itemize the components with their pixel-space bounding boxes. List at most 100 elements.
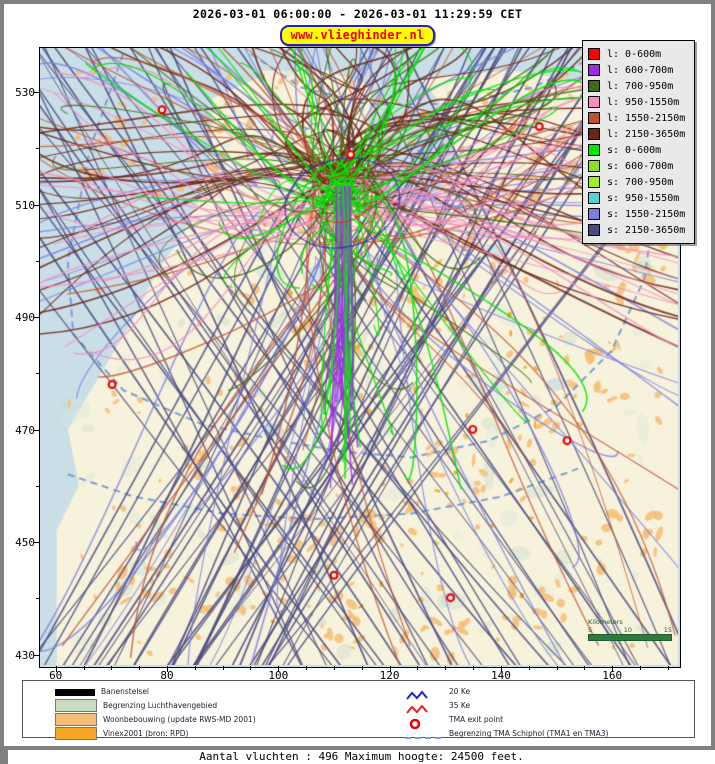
scale-bar-ticks: 5 10 15 [588, 626, 672, 634]
y-axis-minor-tick [36, 485, 40, 487]
altitude-legend-item[interactable]: l: 2150-3650m [588, 126, 690, 142]
x-axis-tick [500, 666, 502, 672]
legend-item-label: s: 700-950m [607, 176, 674, 188]
tma-exit-point-swatch [403, 714, 443, 729]
area-swatch [55, 726, 97, 740]
legend-row: 20 Ke [403, 684, 608, 700]
legend-color-swatch [588, 128, 600, 140]
altitude-legend-item[interactable]: s: 1550-2150m [588, 206, 690, 222]
legend-row: Vinex2001 (bron: RPD) [55, 726, 256, 740]
legend-column-right: 20 Ke 35 Ke TMA exit point Begrenzing TMA S… [403, 684, 608, 740]
legend-color-swatch [588, 64, 600, 76]
legend-item-label: l: 0-600m [607, 48, 662, 60]
legend-item-label: l: 1550-2150m [607, 112, 686, 124]
y-axis-minor-tick [36, 317, 40, 319]
legend-item-label: l: 600-700m [607, 64, 674, 76]
y-axis-minor-tick [36, 260, 40, 262]
legend-item-label: s: 1550-2150m [607, 208, 686, 220]
legend-row: Begrenzing TMA Schiphol (TMA1 en TMA3) [403, 726, 608, 740]
altitude-legend-item[interactable]: l: 700-950m [588, 78, 690, 94]
altitude-legend-item[interactable]: s: 700-950m [588, 174, 690, 190]
x-axis-tick [389, 666, 391, 672]
y-axis-label: 490 [15, 311, 35, 325]
runway-swatch [55, 688, 95, 696]
x-axis-tick [333, 666, 335, 670]
legend-row-label: Begrenzing Luchthavengebied [103, 700, 218, 710]
altitude-legend-item[interactable]: l: 0-600m [588, 46, 690, 62]
y-axis-label: 450 [15, 536, 35, 550]
legend-item-label: l: 2150-3650m [607, 128, 686, 140]
brand-badge[interactable]: www.vlieghinder.nl [279, 25, 436, 46]
x-axis-label: 100 [268, 669, 289, 682]
flight-track-canvas [40, 48, 678, 665]
altitude-legend-item[interactable]: l: 1550-2150m [588, 110, 690, 126]
legend-color-swatch [588, 192, 600, 204]
page-canvas: 2026-03-01 06:00:00 - 2026-03-01 11:29:5… [4, 4, 715, 764]
legend-item-label: s: 600-700m [607, 160, 674, 172]
legend-color-swatch [588, 160, 600, 172]
y-axis-minor-tick [36, 373, 40, 375]
noise-contour-swatch [403, 700, 443, 714]
legend-row-label: 20 Ke [449, 686, 471, 696]
y-axis-minor-tick [36, 204, 40, 206]
legend-color-swatch [588, 144, 600, 156]
altitude-legend-item[interactable]: l: 950-1550m [588, 94, 690, 110]
legend-row: 35 Ke [403, 698, 608, 714]
legend-item-label: l: 950-1550m [607, 96, 680, 108]
y-axis-minor-tick [36, 654, 40, 656]
x-axis-tick [584, 666, 586, 670]
altitude-legend-item[interactable]: s: 950-1550m [588, 190, 690, 206]
x-axis-tick [640, 666, 642, 670]
area-swatch [55, 698, 97, 712]
legend-color-swatch [588, 208, 600, 220]
x-axis-tick [139, 666, 141, 670]
legend-row-label: Banenstelsel [101, 686, 150, 696]
dashed-line-swatch [403, 728, 443, 739]
page-title: 2026-03-01 06:00:00 - 2026-03-01 11:29:5… [192, 7, 523, 21]
x-axis-label: 160 [602, 669, 623, 682]
scale-bar-title: Kilometers [588, 618, 623, 626]
altitude-legend-item[interactable]: s: 2150-3650m [588, 222, 690, 238]
legend-row-label: Vinex2001 (bron: RPD) [103, 728, 189, 738]
legend-item-label: s: 2150-3650m [607, 224, 686, 236]
x-axis-tick [612, 666, 614, 672]
map-plot-area[interactable]: Kilometers 5 10 15 [39, 47, 681, 668]
x-axis-label: 60 [49, 669, 63, 682]
scale-tick-5: 5 [588, 626, 593, 634]
x-axis-tick [528, 666, 530, 670]
y-axis-minor-tick [36, 598, 40, 600]
altitude-legend-item[interactable]: s: 0-600m [588, 142, 690, 158]
x-axis-tick [83, 666, 85, 670]
x-axis-tick [194, 666, 196, 670]
x-axis-tick [222, 666, 224, 670]
y-axis-minor-tick [36, 429, 40, 431]
x-axis-label: 140 [490, 669, 511, 682]
legend-row-label: Begrenzing TMA Schiphol (TMA1 en TMA3) [449, 728, 609, 738]
area-swatch [55, 712, 97, 726]
legend-color-swatch [588, 176, 600, 188]
scale-tick-15: 15 [663, 626, 672, 634]
legend-row-label: TMA exit point [449, 714, 504, 724]
x-axis-tick [111, 666, 113, 670]
y-axis-label: 470 [15, 423, 35, 437]
x-axis-tick [473, 666, 475, 670]
x-axis-tick [306, 666, 308, 670]
x-axis-tick [55, 666, 57, 672]
legend-row: TMA exit point [403, 712, 608, 729]
status-bar: Aantal vluchten : 496 Maximum hoogte: 24… [8, 750, 715, 764]
y-axis-label: 510 [15, 198, 35, 212]
altitude-legend-item[interactable]: s: 600-700m [588, 158, 690, 174]
legend-column-left: Banenstelsel Begrenzing Luchthavengebied W… [55, 684, 256, 740]
x-axis-tick [667, 666, 669, 670]
altitude-legend[interactable]: l: 0-600m l: 600-700m l: 700-950m l: 950-15… [582, 40, 695, 244]
y-axis-minor-tick [36, 92, 40, 94]
x-axis-tick [167, 666, 168, 672]
y-axis-minor-tick [36, 542, 40, 544]
legend-row: Begrenzing Luchthavengebied [55, 698, 256, 712]
scale-bar: Kilometers 5 10 15 [588, 618, 672, 641]
legend-color-swatch [588, 48, 600, 60]
legend-color-swatch [588, 80, 600, 92]
altitude-legend-item[interactable]: l: 600-700m [588, 62, 690, 78]
x-axis-tick [417, 666, 419, 670]
